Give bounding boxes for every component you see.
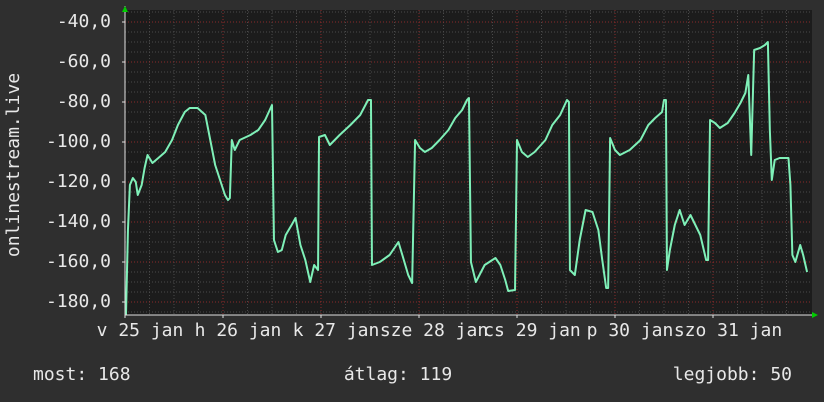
x-tick-label: cs 29 jan <box>483 320 581 341</box>
footer-best: legjobb: 50 <box>673 364 792 385</box>
x-tick-label: szo 31 jan <box>674 320 782 341</box>
x-tick-label: v 25 jan <box>97 320 184 341</box>
x-tick-label: p 30 jan <box>587 320 674 341</box>
y-arrow <box>122 6 128 12</box>
y-tick-label: -160,0 <box>46 251 111 272</box>
x-tick-label: h 26 jan <box>195 320 282 341</box>
y-tick-label: -140,0 <box>46 211 111 232</box>
y-tick-label: -80,0 <box>57 91 111 112</box>
x-tick-label: k 27 jan <box>293 320 380 341</box>
footer-current: most: 168 <box>33 364 131 385</box>
data-line <box>124 41 809 316</box>
y-tick-label: -60,0 <box>57 51 111 72</box>
y-tick-label: -100,0 <box>46 131 111 152</box>
y-axis-label: onlinestream.live <box>3 73 24 257</box>
footer-average: átlag: 119 <box>344 364 452 385</box>
x-arrow <box>812 312 818 318</box>
x-tick-label: sze 28 jan <box>380 320 488 341</box>
y-tick-label: -40,0 <box>57 11 111 32</box>
y-tick-label: -120,0 <box>46 171 111 192</box>
y-tick-label: -180,0 <box>46 291 111 312</box>
